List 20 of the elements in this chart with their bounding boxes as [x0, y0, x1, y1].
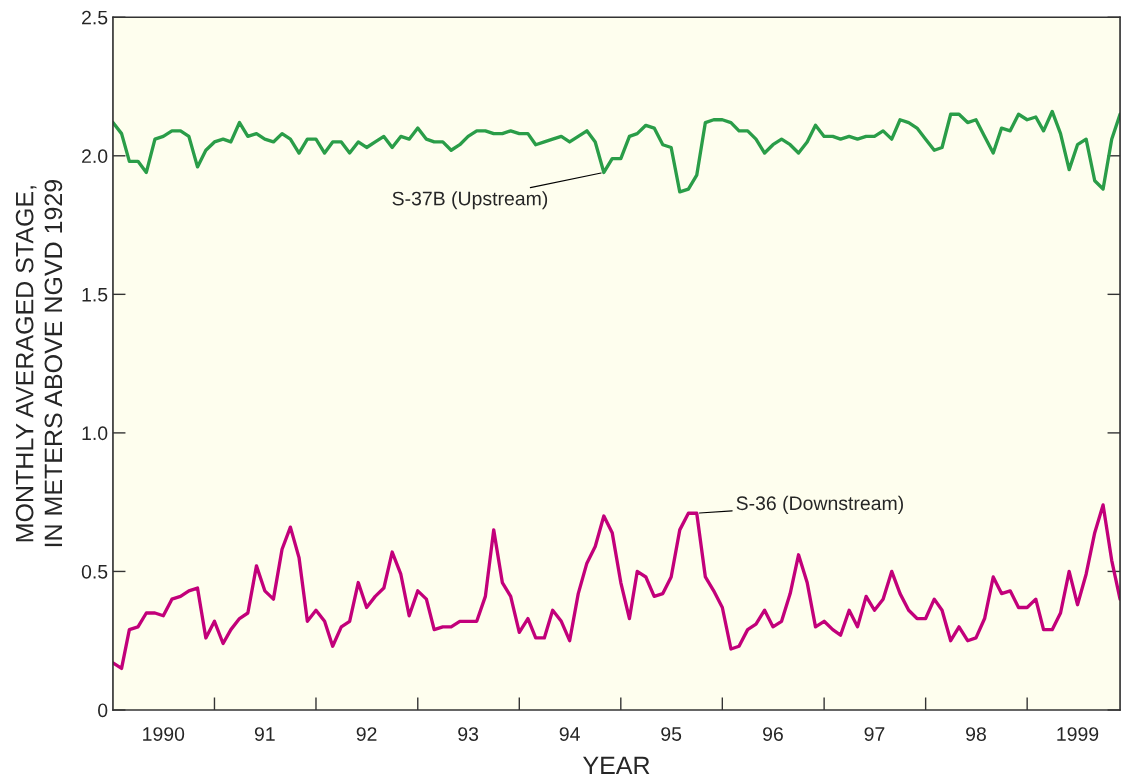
x-tick-label: 97 [864, 727, 885, 741]
y-axis-title: MONTHLY AVERAGED STAGE, IN METERS ABOVE NGVD 1929 [15, 180, 63, 547]
annotation: S-37B (Upstream) [392, 191, 548, 210]
x-tick-label: 95 [661, 727, 682, 741]
y-tick-label: 0 [98, 703, 108, 718]
y-tick-label: 0.5 [81, 564, 108, 579]
x-tick-label: 1990 [143, 727, 185, 741]
x-tick-label: 94 [559, 727, 580, 741]
x-tick-label: 98 [966, 727, 986, 741]
x-axis-title: YEAR [583, 756, 650, 775]
y-tick-label: 1.5 [82, 288, 108, 302]
y-tick-label: 2.0 [82, 149, 108, 164]
y-tick-label: 2.5 [82, 10, 108, 25]
y-tick-label: 1.0 [82, 426, 108, 441]
x-tick-label: 92 [356, 727, 377, 741]
x-tick-label: 91 [254, 727, 275, 741]
annotation: S-36 (Downstream) [736, 495, 903, 514]
x-tick-label: 93 [458, 727, 479, 741]
x-tick-label: 1999 [1057, 727, 1099, 741]
x-tick-label: 96 [763, 727, 783, 741]
